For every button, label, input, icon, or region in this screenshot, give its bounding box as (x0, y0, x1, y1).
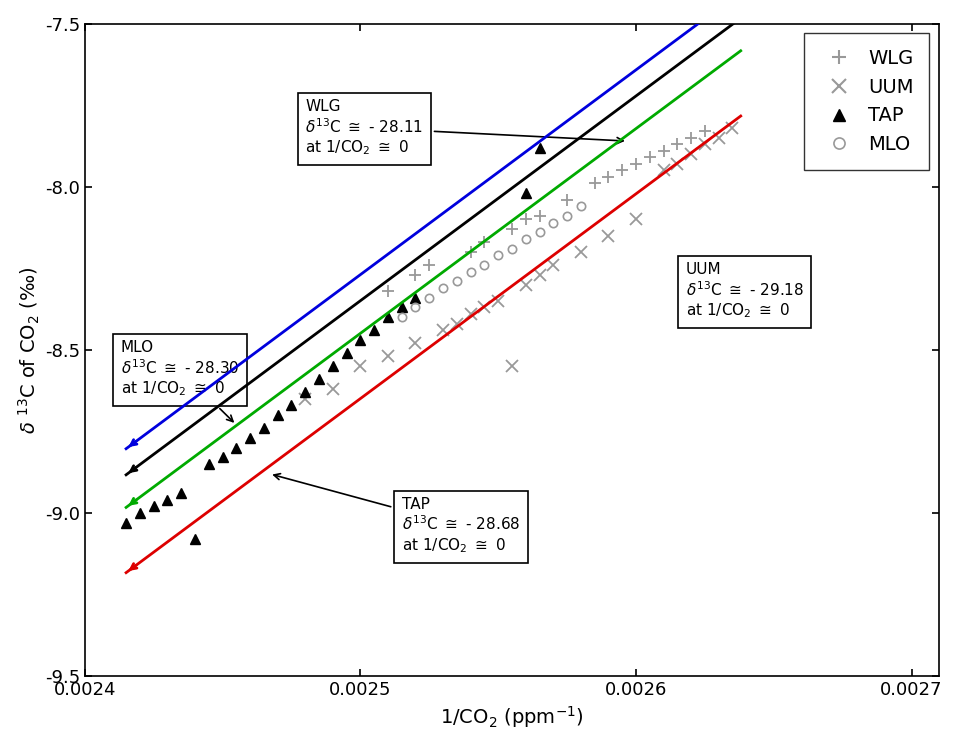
TAP (175, 489, 187, 498)
TAP (327, 362, 339, 371)
TAP (134, 509, 145, 518)
MLO (465, 267, 477, 276)
UUM (658, 166, 669, 175)
MLO (409, 303, 421, 312)
UUM (534, 270, 545, 279)
UUM (699, 140, 711, 149)
Text: UUM
$\delta^{13}$C $\cong$ - 29.18
at 1/CO$_2$ $\cong$ 0: UUM $\delta^{13}$C $\cong$ - 29.18 at 1/… (686, 261, 804, 320)
Text: TAP
$\delta^{13}$C $\cong$ - 28.68
at 1/CO$_2$ $\cong$ 0: TAP $\delta^{13}$C $\cong$ - 28.68 at 1/… (273, 474, 520, 555)
UUM (686, 149, 697, 158)
MLO (396, 313, 407, 322)
MLO (479, 261, 490, 270)
TAP (272, 411, 283, 420)
Line: UUM: UUM (299, 122, 739, 405)
WLG (561, 195, 573, 204)
TAP (245, 433, 256, 442)
MLO (561, 211, 573, 220)
UUM (409, 339, 421, 348)
TAP (162, 495, 173, 504)
TAP (382, 313, 394, 322)
X-axis label: 1/CO$_2$ (ppm$^{-1}$): 1/CO$_2$ (ppm$^{-1}$) (440, 704, 584, 731)
MLO (424, 293, 435, 302)
UUM (479, 303, 490, 312)
UUM (630, 215, 641, 224)
TAP (286, 401, 298, 410)
MLO (451, 277, 462, 286)
UUM (603, 232, 614, 241)
WLG (686, 134, 697, 143)
UUM (354, 362, 366, 371)
UUM (382, 352, 394, 361)
WLG (603, 173, 614, 182)
UUM (492, 297, 504, 306)
UUM (451, 319, 462, 328)
MLO (507, 244, 518, 253)
TAP (534, 143, 545, 152)
TAP (409, 293, 421, 302)
WLG (409, 270, 421, 279)
TAP (217, 453, 228, 462)
TAP (299, 388, 311, 397)
UUM (507, 362, 518, 371)
UUM (713, 134, 724, 143)
WLG (507, 225, 518, 234)
WLG (671, 140, 683, 149)
Text: WLG
$\delta^{13}$C $\cong$ - 28.11
at 1/CO$_2$ $\cong$ 0: WLG $\delta^{13}$C $\cong$ - 28.11 at 1/… (305, 99, 623, 157)
MLO (548, 218, 560, 227)
MLO (520, 235, 532, 244)
TAP (313, 375, 325, 384)
WLG (630, 159, 641, 168)
TAP (230, 443, 242, 452)
UUM (327, 385, 339, 394)
UUM (727, 123, 739, 132)
WLG (699, 127, 711, 136)
WLG (534, 211, 545, 220)
UUM (575, 247, 586, 256)
MLO (437, 283, 449, 292)
WLG (616, 166, 628, 175)
MLO (534, 228, 545, 237)
WLG (479, 238, 490, 247)
TAP (189, 535, 200, 544)
TAP (258, 424, 270, 433)
UUM (437, 326, 449, 335)
WLG (520, 215, 532, 224)
TAP (203, 459, 215, 468)
TAP (369, 326, 380, 335)
TAP (520, 189, 532, 198)
TAP (341, 349, 352, 358)
TAP (148, 502, 160, 511)
Line: TAP: TAP (121, 143, 544, 544)
WLG (465, 247, 477, 256)
UUM (465, 309, 477, 318)
WLG (644, 153, 656, 162)
WLG (658, 146, 669, 155)
UUM (671, 159, 683, 168)
WLG (424, 261, 435, 270)
Text: MLO
$\delta^{13}$C $\cong$ - 28.30
at 1/CO$_2$ $\cong$ 0: MLO $\delta^{13}$C $\cong$ - 28.30 at 1/… (120, 340, 239, 421)
WLG (588, 179, 600, 188)
TAP (354, 335, 366, 344)
MLO (492, 251, 504, 260)
Line: MLO: MLO (398, 202, 586, 321)
Line: WLG: WLG (381, 125, 711, 297)
MLO (575, 202, 586, 211)
UUM (520, 280, 532, 289)
Y-axis label: $\delta$ $^{13}$C of CO$_2$ (‰): $\delta$ $^{13}$C of CO$_2$ (‰) (16, 266, 41, 433)
UUM (299, 394, 311, 403)
Legend: WLG, UUM, TAP, MLO: WLG, UUM, TAP, MLO (804, 34, 929, 170)
TAP (120, 518, 132, 527)
WLG (382, 287, 394, 296)
TAP (396, 303, 407, 312)
UUM (548, 261, 560, 270)
